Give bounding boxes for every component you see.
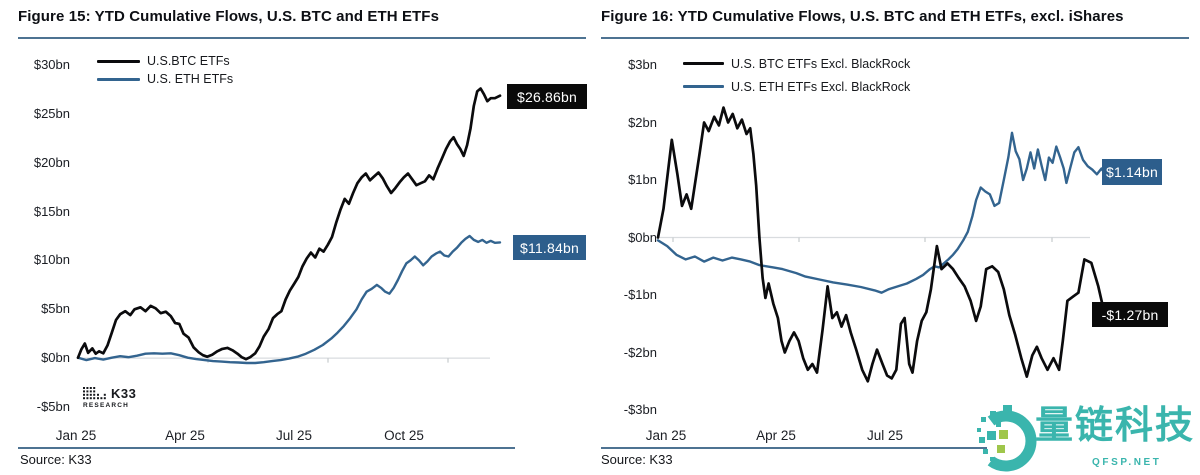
k33-logo-text: K33 (111, 386, 137, 401)
y-tick-label: -$5bn (36, 399, 70, 414)
series-line (656, 131, 1121, 294)
figure-15-title: Figure 15: YTD Cumulative Flows, U.S. BT… (18, 8, 440, 25)
y-tick-label: -$3bn (623, 402, 657, 417)
legend-line-swatch (683, 85, 724, 88)
legend-label: U.S. ETH ETFs Excl. BlackRock (731, 79, 911, 94)
y-tick-label: $10bn (33, 252, 70, 268)
y-tick-label: $30bn (33, 57, 70, 72)
figure-15-title-rule (18, 37, 586, 39)
y-tick-label: $2bn (628, 114, 657, 130)
x-tick-label: Jan 25 (645, 428, 687, 443)
figure-15-source-rule (18, 447, 515, 449)
figure-16-source-rule (601, 447, 987, 449)
legend-label: U.S. ETH ETFs (147, 72, 234, 86)
series-end-value-label: $26.86bn (507, 84, 587, 109)
figure-16-legend: U.S. BTC ETFs Excl. BlackRock U.S. ETH ET… (683, 52, 910, 98)
figure-15-legend: U.S.BTC ETFs U.S. ETH ETFs (97, 52, 233, 88)
series-end-value-label: -$1.27bn (1092, 302, 1168, 327)
y-tick-label: $5bn (41, 301, 70, 317)
legend-label: U.S. BTC ETFs Excl. BlackRock (731, 56, 911, 71)
legend-item: U.S. ETH ETFs (97, 70, 233, 88)
y-tick-label: $1bn (628, 172, 657, 187)
y-tick-label: $3bn (628, 57, 657, 72)
legend-label: U.S.BTC ETFs (147, 54, 230, 68)
k33-dots-icon (83, 386, 106, 399)
figure-15-source: Source: K33 (20, 452, 92, 467)
legend-line-swatch (683, 62, 724, 65)
legend-item: U.S. ETH ETFs Excl. BlackRock (683, 75, 910, 98)
y-tick-label: $20bn (33, 154, 70, 170)
x-tick-label: Jul 25 (275, 428, 313, 443)
watermark-subtext: QFSP.NET (1092, 457, 1162, 468)
y-tick-label: $25bn (33, 105, 70, 121)
x-tick-label: Jul 25 (866, 428, 904, 443)
legend-item: U.S.BTC ETFs (97, 52, 233, 70)
series-end-value-label: $11.84bn (513, 235, 586, 260)
y-tick-label: $0bn (41, 350, 70, 366)
k33-research-label: RESEARCH (83, 402, 130, 409)
y-tick-label: $15bn (33, 203, 70, 219)
x-tick-label: Jan 25 (55, 428, 97, 443)
x-tick-label: Apr 25 (165, 428, 205, 443)
y-tick-label: -$1bn (623, 287, 657, 302)
k33-research-logo: K33 RESEARCH (83, 386, 136, 409)
legend-line-swatch (97, 59, 140, 63)
figure-16-title: Figure 16: YTD Cumulative Flows, U.S. BT… (601, 8, 1124, 25)
watermark-logo-icon (977, 405, 1037, 472)
series-end-value-label: $1.14bn (1102, 159, 1162, 185)
figure-16-title-rule (601, 37, 1189, 39)
x-tick-label: Apr 25 (756, 428, 796, 443)
x-tick-label: Oct 25 (384, 428, 424, 443)
series-line (76, 87, 502, 361)
watermark: 量链科技 QFSP.NET (975, 400, 1200, 474)
series-line (656, 106, 1121, 383)
legend-item: U.S. BTC ETFs Excl. BlackRock (683, 52, 910, 75)
y-tick-label: -$2bn (623, 344, 657, 360)
watermark-text: 量链科技 (1035, 405, 1196, 447)
y-tick-label: $0bn (628, 229, 657, 245)
legend-line-swatch (97, 77, 140, 81)
series-line (76, 234, 502, 365)
figure-16-source: Source: K33 (601, 452, 673, 467)
